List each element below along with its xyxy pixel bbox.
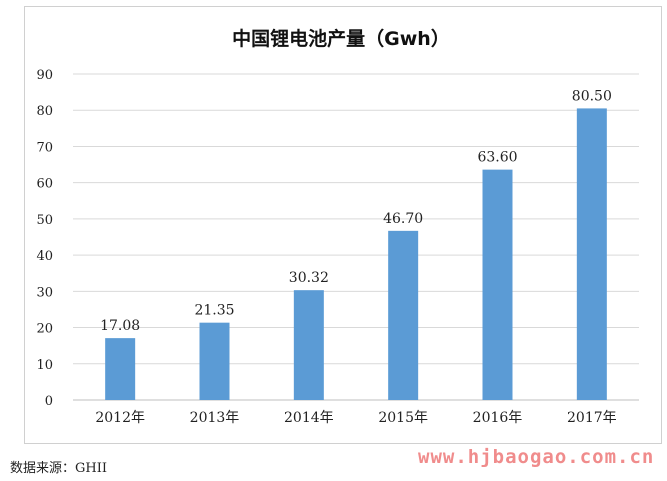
bars bbox=[105, 108, 607, 401]
y-tick-label: 0 bbox=[45, 394, 53, 409]
chart-frame: 中国锂电池产量（Gwh） 0 10 20 30 40 50 60 70 80 90 17.08 21… bbox=[24, 6, 662, 444]
x-tick-label: 2013年 bbox=[190, 410, 240, 426]
data-label: 46.70 bbox=[383, 211, 423, 227]
bar-chart: 中国锂电池产量（Gwh） 0 10 20 30 40 50 60 70 80 90 17.08 21… bbox=[36, 27, 639, 426]
y-tick-label: 80 bbox=[36, 104, 53, 119]
y-tick-label: 70 bbox=[36, 140, 53, 155]
bar bbox=[199, 322, 230, 400]
data-label: 80.50 bbox=[572, 88, 612, 104]
bar bbox=[482, 169, 513, 400]
x-tick-label: 2016年 bbox=[473, 410, 523, 426]
y-tick-label: 90 bbox=[36, 68, 53, 83]
y-tick-label: 50 bbox=[36, 213, 53, 228]
y-tick-label: 20 bbox=[36, 322, 53, 337]
bar bbox=[576, 108, 607, 401]
gridlines bbox=[73, 73, 639, 401]
watermark-text: www.hjbaogao.com.cn bbox=[418, 446, 655, 468]
source-note: 数据来源：GHII bbox=[10, 461, 107, 476]
y-tick-label: 30 bbox=[36, 285, 53, 300]
x-tick-label: 2015年 bbox=[378, 410, 428, 426]
y-axis-ticks: 0 10 20 30 40 50 60 70 80 90 bbox=[36, 68, 53, 409]
data-label: 21.35 bbox=[194, 303, 234, 319]
x-tick-label: 2017年 bbox=[567, 410, 617, 426]
bar bbox=[388, 230, 419, 400]
data-label: 17.08 bbox=[100, 318, 140, 334]
x-axis-ticks: 2012年 2013年 2014年 2015年 2016年 2017年 bbox=[95, 410, 616, 426]
bar bbox=[105, 338, 136, 400]
y-tick-label: 60 bbox=[36, 177, 53, 192]
y-tick-label: 40 bbox=[36, 249, 53, 264]
data-label: 63.60 bbox=[477, 150, 517, 166]
x-tick-label: 2012年 bbox=[95, 410, 145, 426]
chart-title: 中国锂电池产量（Gwh） bbox=[232, 27, 450, 50]
y-tick-label: 10 bbox=[36, 358, 53, 373]
data-label: 30.32 bbox=[289, 270, 329, 286]
x-tick-label: 2014年 bbox=[284, 410, 334, 426]
bar bbox=[293, 290, 324, 400]
data-labels: 17.08 21.35 30.32 46.70 63.60 80.50 bbox=[100, 88, 612, 334]
